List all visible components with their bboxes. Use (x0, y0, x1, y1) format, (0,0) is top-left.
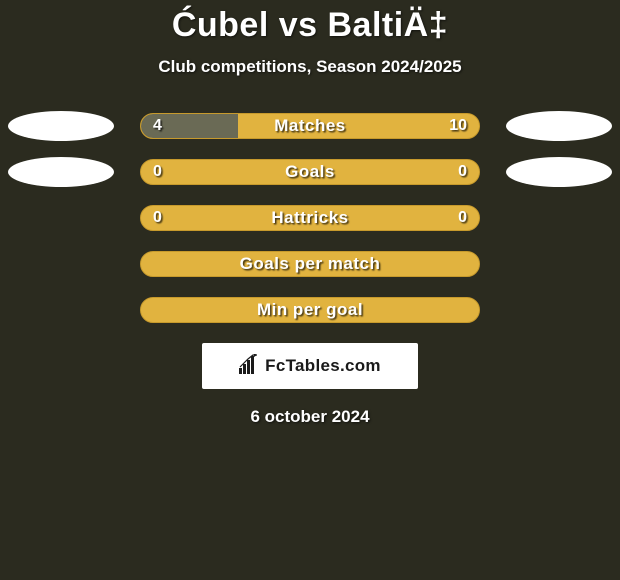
stat-value-left: 4 (153, 114, 162, 138)
stat-bar: Min per goal (140, 297, 480, 323)
stat-bar: Goals per match (140, 251, 480, 277)
stat-rows: Matches410Goals00Hattricks00Goals per ma… (0, 113, 620, 323)
stat-bar: Matches4 10 (140, 113, 480, 139)
stat-label: Goals (141, 160, 479, 184)
page-title: Ćubel vs BaltiÄ‡ (0, 0, 620, 45)
source-badge-label: FcTables.com (265, 356, 381, 376)
stat-value-left: 0 (153, 160, 162, 184)
stat-label: Matches (141, 114, 479, 138)
stat-row: Hattricks0 0 (0, 205, 620, 231)
player-marker-left (8, 111, 114, 141)
page-subtitle: Club competitions, Season 2024/2025 (0, 57, 620, 77)
stat-row: Goals per match (0, 251, 620, 277)
stat-bar: Hattricks0 0 (140, 205, 480, 231)
stat-bar: Goals0 0 (140, 159, 480, 185)
stat-value-right: 0 (458, 160, 467, 184)
stat-value-right: 0 (458, 206, 467, 230)
stat-label: Hattricks (141, 206, 479, 230)
player-marker-right (506, 157, 612, 187)
stat-label: Min per goal (141, 298, 479, 322)
stat-row: Min per goal (0, 297, 620, 323)
stat-row: Matches4 10 (0, 113, 620, 139)
stat-value-left: 0 (153, 206, 162, 230)
stat-row: Goals0 0 (0, 159, 620, 185)
player-marker-right (506, 111, 612, 141)
stat-value-right: 10 (449, 114, 467, 138)
stat-label: Goals per match (141, 252, 479, 276)
comparison-card: Ćubel vs BaltiÄ‡ Club competitions, Seas… (0, 0, 620, 580)
bar-chart-icon (239, 354, 265, 379)
player-marker-left (8, 157, 114, 187)
source-badge[interactable]: FcTables.com (202, 343, 418, 389)
snapshot-date: 6 october 2024 (0, 407, 620, 427)
